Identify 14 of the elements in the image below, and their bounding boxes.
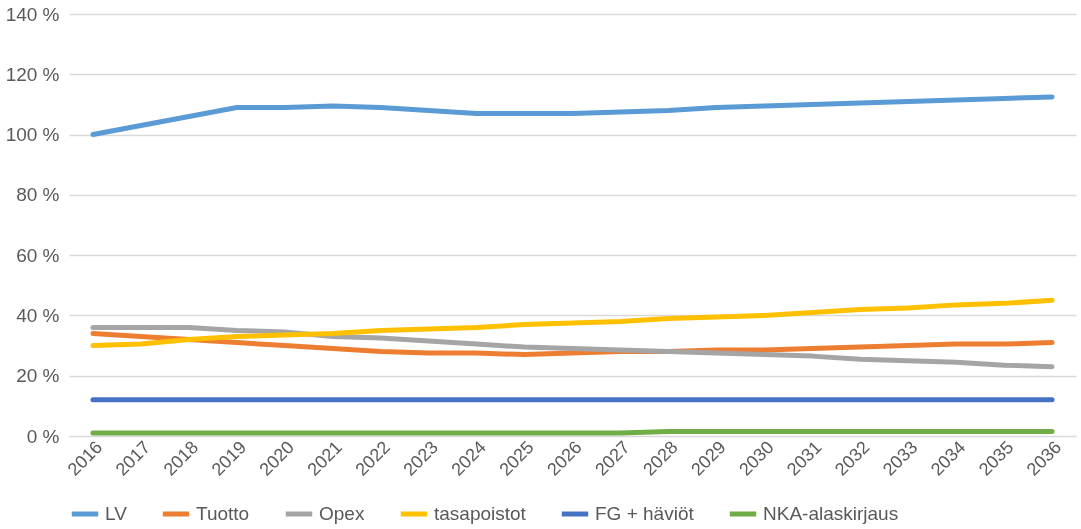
y-tick-label: 60 % <box>16 244 60 266</box>
y-tick-label: 20 % <box>16 365 60 387</box>
legend-label: FG + häviöt <box>595 503 695 524</box>
y-tick-label: 40 % <box>16 304 60 326</box>
legend-label: Opex <box>319 503 365 524</box>
y-tick-label: 140 % <box>5 3 60 25</box>
legend-label: tasapoistot <box>434 503 527 524</box>
y-tick-label: 80 % <box>16 184 60 206</box>
y-tick-label: 120 % <box>5 63 60 85</box>
legend-label: LV <box>105 503 128 524</box>
legend-label: Tuotto <box>196 503 250 524</box>
y-tick-label: 0 % <box>26 425 60 447</box>
legend-label: NKA-alaskirjaus <box>763 503 899 524</box>
y-tick-label: 100 % <box>5 124 60 146</box>
